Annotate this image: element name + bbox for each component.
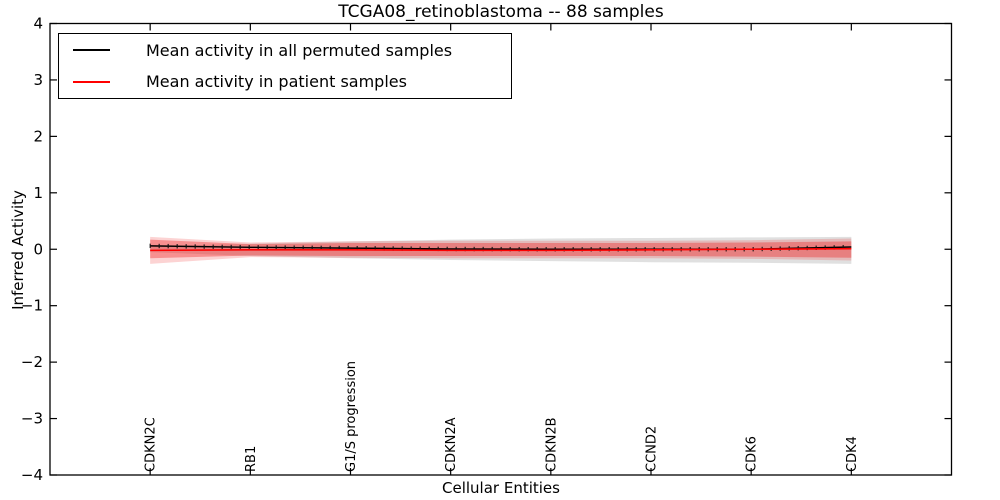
y-tick-label: 1 <box>33 184 43 202</box>
legend-entry-permuted: Mean activity in all permuted samples <box>59 35 511 66</box>
y-tick-label: 2 <box>33 127 43 145</box>
x-tick-label: G1/S progression <box>344 361 359 472</box>
y-tick-label: −2 <box>21 353 43 371</box>
legend-line-swatch-black <box>73 49 110 52</box>
x-axis-label: Cellular Entities <box>442 479 560 497</box>
legend-label: Mean activity in patient samples <box>146 72 407 92</box>
x-tick-label: CDKN2C <box>144 417 159 472</box>
y-tick-label: −4 <box>21 466 43 484</box>
x-tick-label: CDKN2B <box>544 417 559 472</box>
y-tick-label: 3 <box>33 71 43 89</box>
x-tick-label: CDKN2A <box>444 417 459 472</box>
series-line-patient <box>150 247 852 252</box>
legend-entry-patient: Mean activity in patient samples <box>59 66 511 97</box>
legend: Mean activity in all permuted samples Me… <box>58 33 512 99</box>
y-tick-label: −1 <box>21 297 43 315</box>
x-tick-label: RB1 <box>244 446 259 472</box>
y-tick-label: 4 <box>33 15 43 33</box>
chart-title: TCGA08_retinoblastoma -- 88 samples <box>338 2 664 22</box>
x-tick-label: CDK6 <box>745 436 760 472</box>
y-tick-label: −3 <box>21 410 43 428</box>
x-tick-label: CCND2 <box>645 426 660 472</box>
x-tick-label: CDK4 <box>845 436 860 472</box>
legend-label: Mean activity in all permuted samples <box>146 40 453 60</box>
y-axis-label: Inferred Activity <box>9 190 27 310</box>
legend-line-swatch-red <box>73 80 110 83</box>
y-tick-label: 0 <box>33 240 43 258</box>
